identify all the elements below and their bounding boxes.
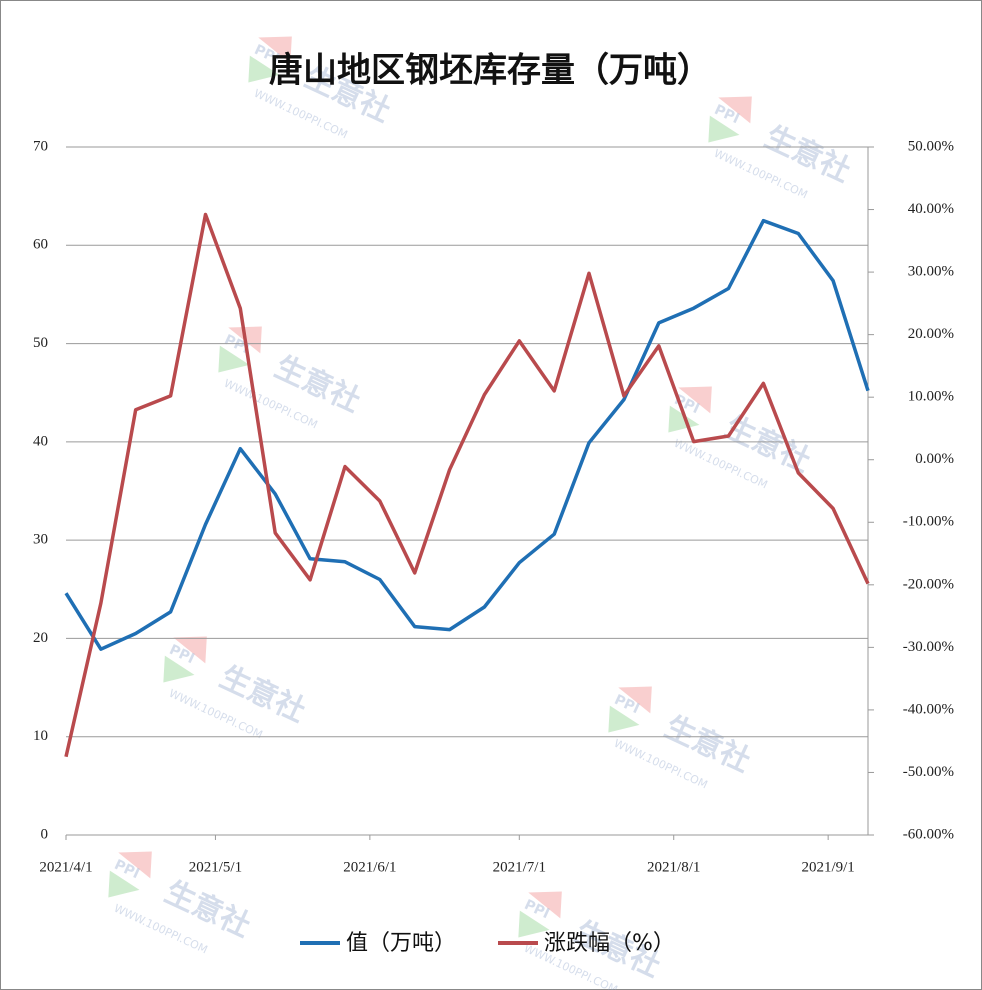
series-line [64,212,870,758]
y-tick-label: 50 [33,335,48,351]
watermark-logo [608,705,640,733]
watermark-logo [708,115,740,143]
watermark-logo [678,386,712,414]
y-tick-label: 10 [33,728,48,744]
y-tick-label: 70 [33,138,48,154]
x-tick-label: 2021/8/1 [647,859,700,875]
y2-tick-label: -60.00% [903,826,954,842]
y2-tick-label: 20.00% [908,326,954,342]
watermark-logo [118,851,152,879]
legend-label: 涨跌幅（%） [544,931,675,956]
x-tick-label: 2021/7/1 [493,859,546,875]
y2-tick-label: 50.00% [908,138,954,154]
y2-tick-label: 40.00% [908,201,954,217]
y2-tick-label: -30.00% [903,639,954,655]
y2-tick-label: -50.00% [903,764,954,780]
watermark-logo [163,655,195,683]
watermark-logo [108,870,140,898]
watermark-logo [518,910,550,938]
watermark-logo [618,686,652,714]
watermark-logo [218,345,250,373]
y2-tick-label: 10.00% [908,389,954,405]
y2-tick-label: -10.00% [903,514,954,530]
y-tick-label: 0 [41,826,49,842]
chart-title: 唐山地区钢坯库存量（万吨） [269,51,711,91]
y2-tick-label: -20.00% [903,576,954,592]
y-tick-label: 30 [33,532,48,548]
legend-label: 值（万吨） [346,931,456,956]
y-tick-label: 40 [33,433,48,449]
x-tick-label: 2021/9/1 [801,859,854,875]
watermark-logo [718,96,752,124]
y2-tick-label: 0.00% [915,451,954,467]
x-tick-label: 2021/6/1 [343,859,396,875]
watermark-logo [258,36,292,64]
watermark-logo [173,636,207,664]
watermark-logo [528,891,562,919]
y-tick-label: 20 [33,630,48,646]
watermark-logo [248,55,280,83]
series-line [64,218,870,651]
x-tick-label: 2021/5/1 [189,859,242,875]
y2-tick-label: 30.00% [908,264,954,280]
x-tick-label: 2021/4/1 [39,859,92,875]
y-tick-label: 60 [33,237,48,253]
y2-tick-label: -40.00% [903,701,954,717]
